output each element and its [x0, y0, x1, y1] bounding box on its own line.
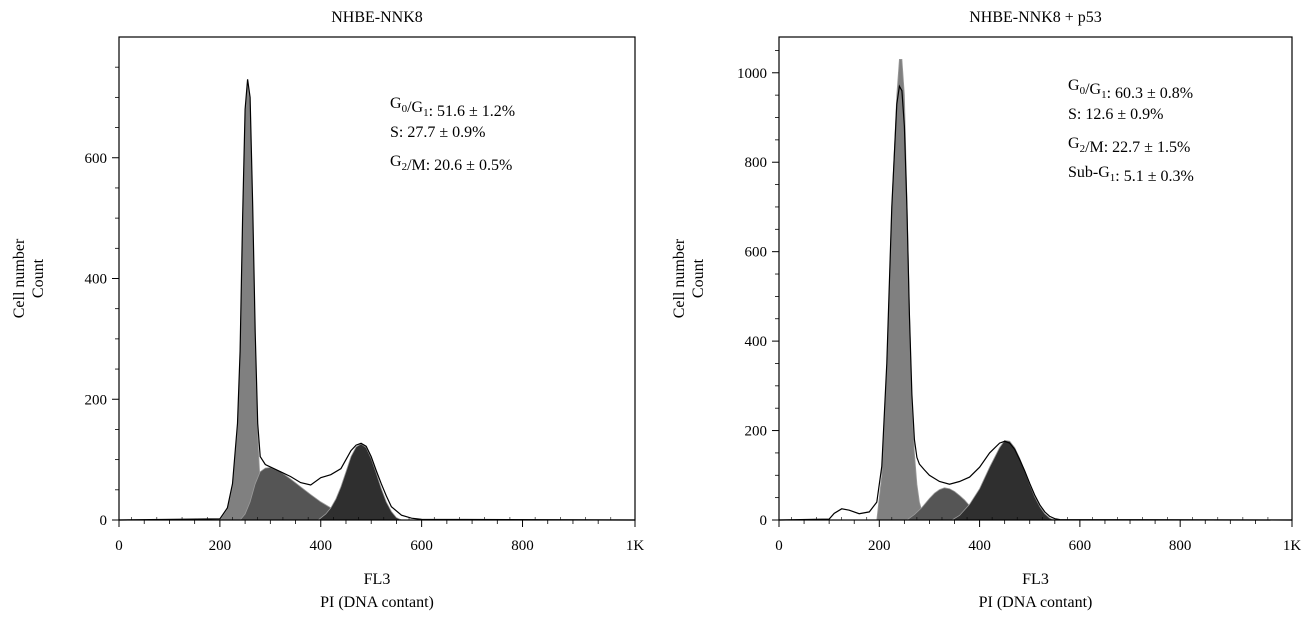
x-tick-label: 800	[511, 538, 534, 554]
y-tick-label: 400	[745, 334, 768, 350]
y-tick-label: 400	[85, 272, 108, 288]
chart-title: NHBE-NNK8	[331, 9, 423, 26]
y-tick-label: 0	[100, 513, 108, 529]
chart-title: NHBE-NNK8 + p53	[969, 9, 1102, 26]
annotation-text: G	[1068, 77, 1080, 94]
annotation-text: : 20.6 ± 0.5%	[426, 157, 513, 174]
annotation-text: S	[390, 124, 399, 141]
annotation-text: /M	[407, 157, 426, 174]
annotation-text: G	[390, 153, 402, 170]
histogram-fill-g0g1	[876, 59, 928, 521]
annotation-text: : 5.1 ± 0.3%	[1115, 168, 1194, 185]
y-tick-label: 800	[745, 155, 768, 171]
x-tick-label: 0	[115, 538, 123, 554]
x-tick-label: 400	[310, 538, 333, 554]
histogram-outline-total	[778, 84, 1293, 521]
y-tick-label: 0	[760, 513, 768, 529]
histogram-fill-g2m	[950, 439, 1055, 521]
annotation-text: /M	[1085, 139, 1104, 156]
annotation-subscript: 2	[402, 161, 408, 173]
y-tick-label: 600	[85, 151, 108, 167]
annotation-subscript: 1	[1110, 172, 1116, 184]
y-axis-label-line2: Count	[30, 258, 47, 298]
y-axis-label-line2: Count	[690, 258, 707, 298]
x-axis-label-line2: PI (DNA contant)	[979, 594, 1093, 611]
x-tick-label: 0	[775, 538, 783, 554]
annotation-text: : 12.6 ± 0.9%	[1077, 106, 1164, 123]
annotation-subscript: 2	[1080, 143, 1086, 155]
phase-annotation: S: 12.6 ± 0.9%	[1068, 106, 1163, 123]
plot-frame	[778, 36, 1293, 521]
x-axis-label-line2: PI (DNA contant)	[320, 594, 434, 611]
annotation-text: G	[390, 95, 402, 112]
annotation-text: : 51.6 ± 1.2%	[429, 103, 516, 120]
x-tick-label: 800	[1169, 538, 1192, 554]
phase-annotation: G2/M: 20.6 ± 0.5%	[390, 153, 512, 174]
annotation-text: /G	[407, 99, 423, 116]
annotation-text: G	[1068, 135, 1080, 152]
annotation-subscript: 0	[402, 103, 408, 115]
y-axis-label-line1: Cell number	[11, 238, 28, 318]
phase-annotation: G2/M: 22.7 ± 1.5%	[1068, 135, 1190, 156]
x-tick-label: 600	[1069, 538, 1092, 554]
annotation-text: : 22.7 ± 1.5%	[1104, 139, 1191, 156]
histogram-outline-total	[118, 79, 636, 521]
y-tick-label: 600	[745, 245, 768, 261]
annotation-text: S	[1068, 106, 1077, 123]
phase-annotation: G0/G1: 60.3 ± 0.8%	[1068, 77, 1193, 102]
x-tick-label: 200	[868, 538, 891, 554]
x-tick-label: 1K	[1283, 538, 1302, 554]
x-tick-label: 200	[209, 538, 232, 554]
y-axis-label-line1: Cell number	[671, 238, 688, 318]
histogram-fill-g2m	[317, 443, 402, 521]
x-tick-label: 1K	[626, 538, 645, 554]
x-tick-label: 400	[968, 538, 991, 554]
y-tick-label: 1000	[737, 66, 767, 82]
chart-panel-2: NHBE-NNK8 + p53 0 200 400 600 800 1K 0 200 400 600…	[671, 9, 1301, 611]
y-tick-label: 200	[745, 424, 768, 440]
x-axis-label-line1: FL3	[364, 571, 391, 588]
annotation-text: : 27.7 ± 0.9%	[399, 124, 486, 141]
x-tick-label: 600	[410, 538, 433, 554]
annotation-text: /G	[1085, 81, 1101, 98]
phase-annotation: G0/G1: 51.6 ± 1.2%	[390, 95, 515, 120]
annotation-subscript: 1	[423, 107, 429, 119]
chart-panel-1: NHBE-NNK8 0 200 400 600 800 1K 0 200 400 600 FL3 PI …	[11, 9, 644, 611]
annotation-text: Sub-G	[1068, 164, 1110, 181]
annotation-text: : 60.3 ± 0.8%	[1107, 85, 1194, 102]
phase-annotation: Sub-G1: 5.1 ± 0.3%	[1068, 164, 1194, 185]
plot-frame	[118, 36, 636, 521]
phase-annotation: S: 27.7 ± 0.9%	[390, 124, 485, 141]
annotation-subscript: 0	[1080, 85, 1086, 97]
annotation-subscript: 1	[1101, 89, 1107, 101]
x-axis-label-line1: FL3	[1022, 571, 1049, 588]
y-tick-label: 200	[85, 392, 108, 408]
